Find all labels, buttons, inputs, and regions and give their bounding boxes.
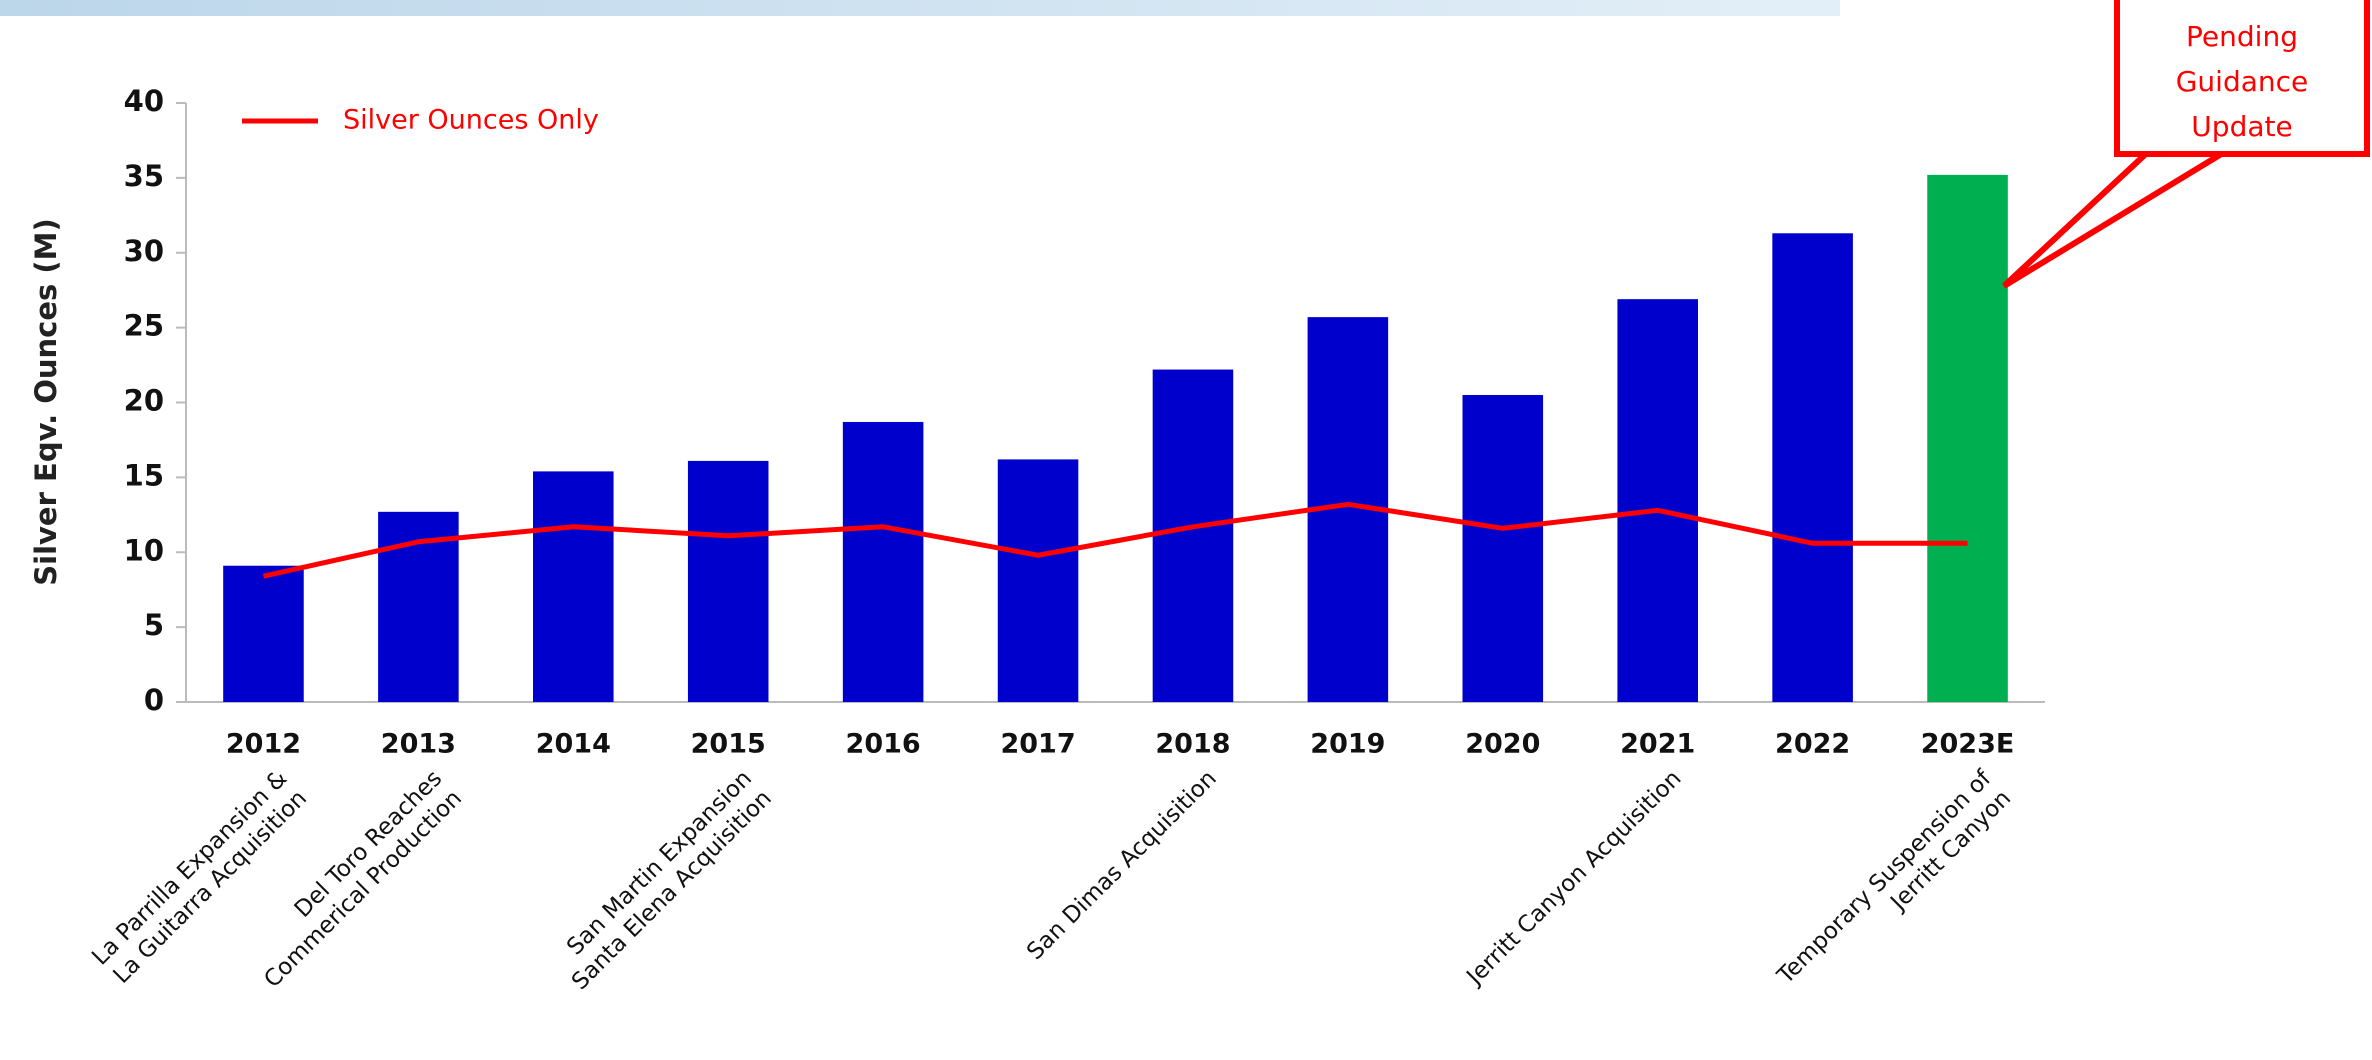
bar bbox=[997, 459, 1079, 702]
x-tick-label: 2015 bbox=[691, 729, 766, 760]
legend-label: Silver Ounces Only bbox=[343, 105, 599, 136]
bar bbox=[1152, 369, 1234, 702]
x-tick-label: 2018 bbox=[1155, 729, 1230, 760]
x-tick-label: 2016 bbox=[846, 729, 921, 760]
callout-text: Update bbox=[2191, 110, 2292, 143]
callout-text: Pending bbox=[2186, 20, 2298, 53]
milestone-line: San Martin Expansion bbox=[562, 765, 757, 960]
callout-box bbox=[2114, 0, 2370, 157]
y-tick-label: 35 bbox=[124, 159, 164, 193]
y-axis-label: Silver Eqv. Ounces (M) bbox=[29, 218, 63, 585]
bar bbox=[223, 565, 304, 702]
x-tick-label: 2014 bbox=[536, 729, 611, 760]
milestone-label: Jerritt Canyon Acquisition bbox=[1461, 765, 1687, 991]
milestone-line: Jerritt Canyon Acquisition bbox=[1461, 765, 1687, 991]
y-tick-label: 25 bbox=[124, 309, 164, 343]
bar bbox=[687, 460, 769, 702]
callout-arrow bbox=[2001, 147, 2239, 289]
y-tick-label: 20 bbox=[124, 384, 164, 418]
bar bbox=[1462, 395, 1544, 702]
x-tick-label: 2019 bbox=[1310, 729, 1385, 760]
y-tick-label: 5 bbox=[144, 608, 164, 642]
milestone-line: Santa Elena Acquisition bbox=[567, 785, 777, 995]
milestone-label: San Dimas Acquisition bbox=[1022, 765, 1222, 965]
milestone-line: La Parrilla Expansion & bbox=[87, 765, 292, 970]
header-strip bbox=[0, 0, 1840, 16]
y-tick-label: 0 bbox=[144, 683, 164, 717]
x-tick-label: 2020 bbox=[1465, 729, 1540, 760]
x-tick-label: 2013 bbox=[381, 729, 456, 760]
y-tick-label: 15 bbox=[124, 458, 164, 492]
x-tick-label: 2021 bbox=[1620, 729, 1695, 760]
milestone-line: San Dimas Acquisition bbox=[1022, 765, 1222, 965]
bar bbox=[1617, 299, 1698, 702]
callout-text: Guidance bbox=[2176, 65, 2309, 98]
x-tick-label: 2022 bbox=[1775, 729, 1850, 760]
x-tick-label: 2017 bbox=[1000, 729, 1075, 760]
bar bbox=[1772, 233, 1853, 702]
y-tick-label: 30 bbox=[124, 234, 164, 268]
milestone-line: Temporary Suspension of bbox=[1772, 765, 1997, 990]
bar bbox=[1927, 174, 2008, 702]
bar bbox=[842, 421, 924, 702]
y-tick-label: 10 bbox=[124, 533, 164, 567]
x-tick-label: 2012 bbox=[226, 729, 301, 760]
y-tick-label: 40 bbox=[124, 84, 164, 118]
x-tick-label: 2023E bbox=[1921, 729, 2015, 760]
bar bbox=[533, 471, 614, 702]
line bbox=[262, 501, 1968, 579]
